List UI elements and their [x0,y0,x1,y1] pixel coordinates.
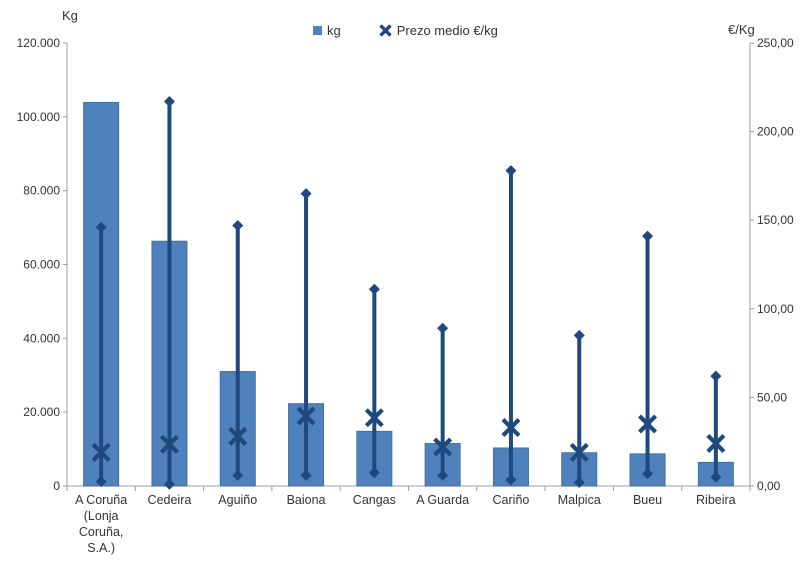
x-marker-icon [379,24,392,37]
right-axis-tick-label: 0,00 [757,479,781,493]
right-axis-title: €/Kg [728,22,755,37]
prezo-medio-x-marker-2 [228,426,248,446]
max-diamond-marker-4 [368,283,380,295]
category-label-7: Malpica [558,493,601,507]
min-diamond-marker-9 [710,471,722,483]
max-diamond-marker-1 [163,95,175,107]
max-diamond-marker-5 [437,322,449,334]
right-axis-tick-label: 150,00 [757,213,794,227]
category-label-5: A Guarda [416,493,469,507]
right-axis-tick-label: 50,00 [757,390,787,404]
left-axis-tick-label: 60.000 [23,258,60,272]
legend-item-prezo-medio: Prezo medio €/kg [379,23,498,38]
min-diamond-marker-8 [642,468,654,480]
max-diamond-marker-8 [642,230,654,242]
max-diamond-marker-6 [505,165,517,177]
left-axis-tick-label: 100.000 [17,110,61,124]
min-diamond-marker-2 [232,469,244,481]
max-diamond-marker-9 [710,370,722,382]
prezo-medio-x-marker-1 [159,434,179,454]
category-label-0: Coruña, [79,525,123,539]
left-axis-tick-label: 20.000 [23,405,60,419]
max-diamond-marker-0 [95,221,107,233]
left-axis-tick-label: 80.000 [23,184,60,198]
left-axis-tick-label: 0 [53,479,60,493]
legend: kg Prezo medio €/kg [313,23,498,38]
right-axis-tick-label: 200,00 [757,125,794,139]
max-diamond-marker-2 [232,220,244,232]
category-label-4: Cangas [353,493,396,507]
category-label-0: S.A.) [87,541,115,555]
prezo-medio-x-marker-0 [91,442,111,462]
category-label-2: Aguiño [218,493,257,507]
category-label-0: (Lonja [84,509,119,523]
left-axis-title: Kg [62,8,78,23]
prezo-medio-x-marker-5 [433,437,453,457]
kg-series-swatch-icon [313,26,322,35]
min-diamond-marker-3 [300,469,312,481]
category-label-0: A Coruña [75,493,127,507]
prezo-medio-x-marker-9 [706,433,726,453]
prezo-medio-x-marker-6 [501,418,521,438]
right-axis-tick-label: 100,00 [757,302,794,316]
legend-item-kg: kg [313,23,341,38]
min-diamond-marker-7 [573,476,585,488]
right-axis-tick-label: 250,00 [757,36,794,50]
category-label-9: Ribeira [696,493,736,507]
prezo-medio-x-marker-8 [638,414,658,434]
min-diamond-marker-4 [368,467,380,479]
legend-prezo-medio-label: Prezo medio €/kg [396,23,498,38]
legend-kg-label: kg [327,23,341,38]
prezo-medio-x-marker-7 [569,442,589,462]
left-axis-tick-label: 120.000 [17,36,61,50]
category-label-3: Baiona [287,493,326,507]
min-diamond-marker-1 [163,478,175,490]
left-axis-tick-label: 40.000 [23,331,60,345]
min-diamond-marker-6 [505,474,517,486]
prezo-medio-x-marker-4 [364,408,384,428]
prezo-medio-x-marker-3 [296,406,316,426]
min-diamond-marker-0 [95,476,107,488]
max-diamond-marker-3 [300,188,312,200]
category-label-6: Cariño [493,493,530,507]
category-label-1: Cedeira [148,493,192,507]
max-diamond-marker-7 [573,329,585,341]
min-diamond-marker-5 [437,469,449,481]
category-label-8: Bueu [633,493,662,507]
